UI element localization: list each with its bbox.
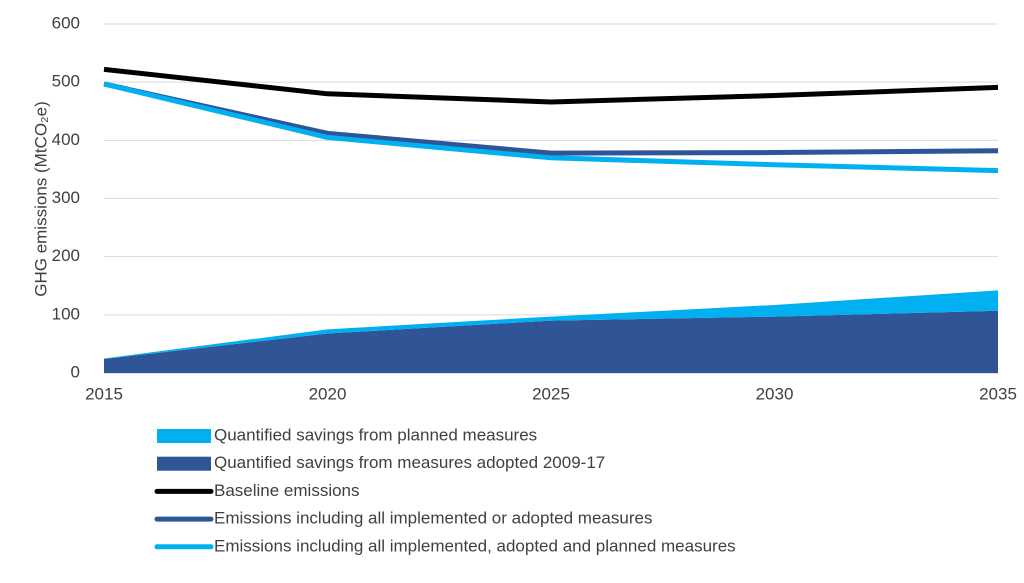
x-tick-label: 2030 xyxy=(756,384,794,403)
legend-label: Baseline emissions xyxy=(214,481,360,500)
legend-label: Emissions including all implemented, ado… xyxy=(214,536,736,555)
legend-label: Quantified savings from measures adopted… xyxy=(214,453,605,472)
y-tick-label: 200 xyxy=(52,246,80,265)
area xyxy=(104,310,998,373)
line xyxy=(103,81,999,174)
line xyxy=(103,81,999,156)
x-tick-label: 2035 xyxy=(979,384,1017,403)
line xyxy=(103,66,999,105)
y-axis-label: GHG emissions (MtCO₂e) xyxy=(31,101,50,297)
y-tick-label: 600 xyxy=(52,13,80,32)
area xyxy=(104,290,998,360)
y-tick-label: 0 xyxy=(71,362,80,381)
y-tick-label: 100 xyxy=(52,304,80,323)
x-tick-label: 2015 xyxy=(85,384,123,403)
legend-swatch xyxy=(157,429,211,443)
legend-label: Quantified savings from planned measures xyxy=(214,425,537,444)
y-tick-label: 400 xyxy=(52,130,80,149)
x-tick-label: 2020 xyxy=(309,384,347,403)
x-tick-label: 2025 xyxy=(532,384,570,403)
legend-swatch xyxy=(157,456,211,471)
legend-label: Emissions including all implemented or a… xyxy=(214,509,652,528)
y-tick-label: 300 xyxy=(52,188,80,207)
y-tick-label: 500 xyxy=(52,72,80,91)
